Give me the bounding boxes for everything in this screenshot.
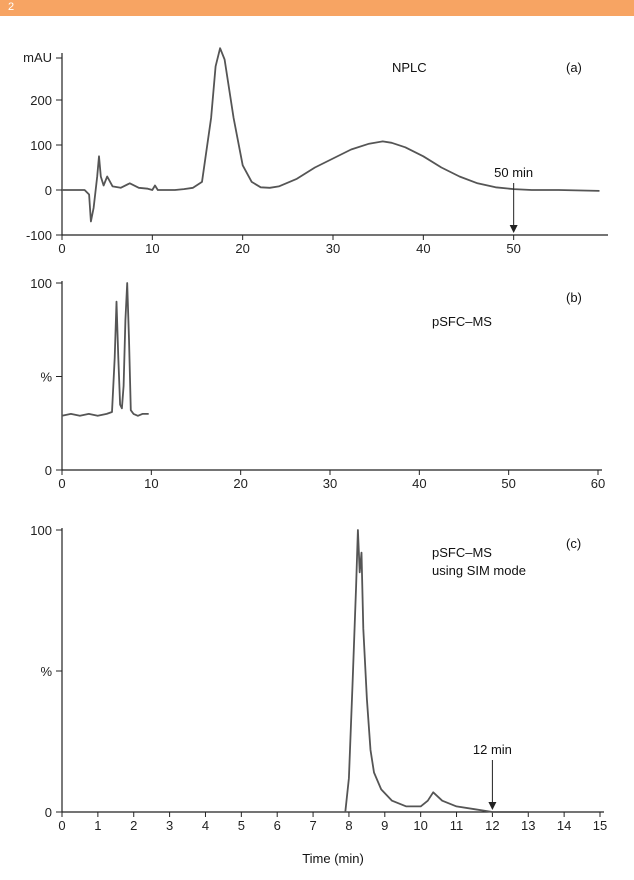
y-tick-label: 200 [30, 93, 52, 108]
panel-b: 0 10 20 30 40 50 60 0% 100 pSFC–MS (b) [30, 276, 605, 491]
x-tick-label: 10 [413, 818, 427, 833]
x-tick-label: 12 [485, 818, 499, 833]
x-tick-label: 6 [274, 818, 281, 833]
panel-title: pSFC–MS [432, 545, 492, 560]
panel-label: (c) [566, 536, 581, 551]
panel-label: (b) [566, 290, 582, 305]
y-tick-label: 0 [45, 805, 52, 820]
y-tick-label: 100 [30, 523, 52, 538]
x-axis-title: Time (min) [302, 851, 364, 866]
x-tick-label: 20 [235, 241, 249, 256]
annotation-text: 12 min [473, 742, 512, 757]
x-tick-label: 4 [202, 818, 209, 833]
chromatogram-trace [62, 47, 600, 223]
x-tick-label: 30 [326, 241, 340, 256]
x-tick-label: 50 [506, 241, 520, 256]
y-tick-label: 0 [45, 183, 52, 198]
annotation-arrow-head [488, 802, 497, 810]
x-tick-label: 13 [521, 818, 535, 833]
x-tick-label: 3 [166, 818, 173, 833]
top-color-band: 2 [0, 0, 634, 16]
x-tick-label: 30 [323, 476, 337, 491]
x-tick-label: 10 [145, 241, 159, 256]
x-tick-label: 0 [58, 476, 65, 491]
x-tick-label: 9 [381, 818, 388, 833]
x-tick-label: 40 [416, 241, 430, 256]
x-tick-label: 0 [58, 818, 65, 833]
x-tick-label: 8 [345, 818, 352, 833]
y-tick-label: 0 [45, 463, 52, 478]
x-tick-label: 10 [144, 476, 158, 491]
x-tick-label: 7 [309, 818, 316, 833]
panel-subtitle: using SIM mode [432, 563, 526, 578]
panel-title: NPLC [392, 60, 427, 75]
y-tick-label: % [40, 370, 52, 385]
y-tick-label: 100 [30, 138, 52, 153]
y-tick-label: 100 [30, 276, 52, 291]
x-tick-label: 15 [593, 818, 607, 833]
panel-title: pSFC–MS [432, 314, 492, 329]
x-tick-label: 0 [58, 241, 65, 256]
y-tick-label: % [40, 664, 52, 679]
y-tick-label: -100 [26, 228, 52, 243]
x-tick-label: 20 [233, 476, 247, 491]
x-tick-label: 1 [94, 818, 101, 833]
chromatogram-trace [344, 529, 529, 813]
top-band-label: 2 [8, 1, 15, 13]
x-tick-label: 40 [412, 476, 426, 491]
y-axis-unit-label: mAU [23, 50, 52, 65]
chromatogram-trace [61, 282, 149, 417]
annotation-text: 50 min [494, 165, 533, 180]
x-tick-label: 5 [238, 818, 245, 833]
x-tick-label: 11 [450, 818, 464, 833]
x-tick-label: 60 [591, 476, 605, 491]
x-tick-label: 14 [557, 818, 571, 833]
panel-a: 0 10 20 30 40 50 -100 0 100 200 mAU NPLC (a) 50 min [23, 47, 608, 256]
x-tick-label: 2 [130, 818, 137, 833]
panel-c: 0 1 2 3 4 5 6 7 8 9 10 11 12 13 14 150%100pSFC–MSusing … [30, 523, 607, 833]
annotation-arrow-head [509, 225, 518, 233]
panel-label: (a) [566, 60, 582, 75]
x-tick-label: 50 [501, 476, 515, 491]
